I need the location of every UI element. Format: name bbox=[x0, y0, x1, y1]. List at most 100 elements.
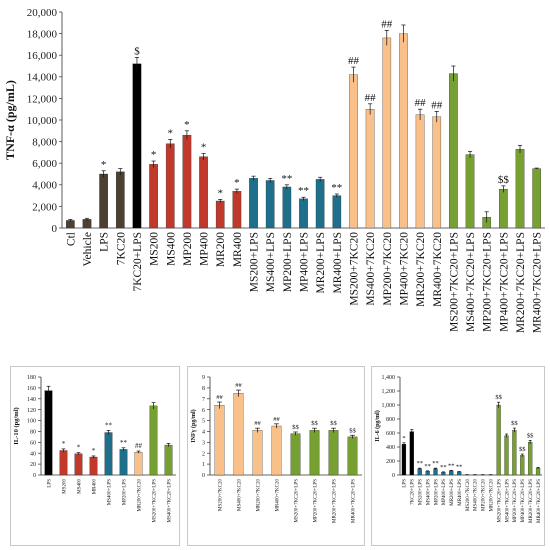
tnf-category-label: MR200+7KC20 bbox=[415, 232, 427, 307]
il6-category-label: MR200+7KC20+LPS bbox=[529, 479, 534, 523]
tnf-bar bbox=[165, 143, 175, 229]
tnf-category-label: MP400+LPS bbox=[299, 232, 311, 292]
tnf-category-label: MR400+7KC20+LPS bbox=[532, 232, 544, 333]
tnf-category-label: Ctl bbox=[65, 232, 77, 246]
ifng-y-axis-label: INFγ (pg/ml) bbox=[190, 409, 197, 442]
tnf-y-tick-label: 2,000 bbox=[32, 201, 57, 213]
il6-y-axis-label: IL-6 (pg/ml) bbox=[374, 410, 381, 442]
ifng-category-label: MR200+7KC20+LPS bbox=[332, 479, 337, 523]
tnf-y-tick-label: 16,000 bbox=[27, 50, 58, 62]
tnf-category-label: MS200 bbox=[149, 232, 161, 266]
il6-significance-label: $$ bbox=[519, 446, 526, 453]
il10-significance-label: ** bbox=[105, 421, 113, 429]
tnf-y-tick-label: 0 bbox=[52, 223, 58, 235]
il10-y-tick-label: 100 bbox=[27, 419, 36, 425]
tnf-significance-label: ## bbox=[348, 55, 360, 67]
il10-y-tick-label: 40 bbox=[30, 451, 36, 457]
il6-significance-label: ** bbox=[424, 463, 431, 470]
il6-bar bbox=[449, 470, 454, 476]
tnf-y-axis-label: TNF-α (pg/mL) bbox=[3, 80, 17, 160]
tnf-bar bbox=[265, 180, 275, 229]
tnf-significance-label: ## bbox=[365, 92, 377, 104]
tnf-category-label: MS400 bbox=[165, 232, 177, 266]
ifng-category-label: MR400+7KC20 bbox=[275, 479, 280, 512]
ifng-y-tick-label: 7 bbox=[202, 397, 205, 403]
il6-significance-label: $$ bbox=[495, 394, 502, 401]
tnf-bar bbox=[249, 178, 258, 229]
il6-category-label: MP200+LPS bbox=[434, 479, 439, 505]
tnf-y-tick-label: 10,000 bbox=[27, 115, 58, 127]
il6-panel: 0 200 400 600 800 1,000 1,200 1,400 IL-6 (pg/ml)… bbox=[371, 366, 545, 546]
tnf-category-label: 7KC20 bbox=[115, 232, 127, 265]
il10-y-tick-label: 80 bbox=[30, 430, 36, 436]
il10-bar bbox=[74, 453, 83, 476]
il6-bar bbox=[425, 471, 430, 476]
il10-category-label: MR200+7KC20 bbox=[137, 479, 142, 512]
tnf-category-label: MP400+7KC20+LPS bbox=[498, 232, 510, 332]
tnf-category-label: MR200+LPS bbox=[315, 232, 327, 293]
il10-y-tick-label: 20 bbox=[30, 462, 36, 468]
tnf-bar bbox=[282, 186, 292, 229]
il6-y-tick-label: 1,400 bbox=[382, 375, 396, 381]
tnf-category-label: MR200+7KC20+LPS bbox=[515, 232, 527, 333]
tnf-significance-label: * bbox=[234, 177, 240, 189]
tnf-significance-label: ** bbox=[281, 173, 292, 185]
il10-category-label: LPS bbox=[47, 479, 52, 488]
il6-category-label: MS200+7KC20+LPS bbox=[497, 479, 502, 523]
il6-significance-label: ** bbox=[440, 464, 447, 471]
il10-category-label: MS400+LPS bbox=[107, 479, 112, 505]
ifng-significance-label: $$ bbox=[292, 424, 299, 431]
tnf-bar bbox=[399, 33, 408, 229]
il6-category-label: MS200+7KC20 bbox=[466, 479, 471, 511]
ifng-bar bbox=[252, 430, 263, 476]
il10-significance-label: * bbox=[92, 447, 96, 455]
il6-category-label: MS400+7KC20 bbox=[474, 479, 479, 511]
tnf-y-tick-label: 14,000 bbox=[27, 72, 58, 84]
il6-y-tick-label: 600 bbox=[386, 431, 395, 437]
il6-category-label: MR400+7KC20+LPS bbox=[537, 479, 542, 523]
ifng-bar bbox=[290, 433, 301, 476]
il6-y-tick-label: 1,200 bbox=[382, 389, 396, 395]
ifng-y-tick-label: 5 bbox=[202, 419, 205, 425]
il6-bar bbox=[433, 468, 438, 476]
il6-category-label: MR200+LPS bbox=[450, 479, 455, 506]
tnf-significance-label: * bbox=[101, 159, 107, 171]
il10-y-tick-label: 140 bbox=[27, 397, 36, 403]
il6-significance-label: $$ bbox=[511, 420, 518, 427]
il10-category-label: MP200+LPS bbox=[122, 479, 127, 505]
tnf-category-label: MP200+7KC20 bbox=[382, 232, 394, 306]
tnf-category-label: MS200+LPS bbox=[249, 232, 261, 292]
il6-bar bbox=[417, 468, 422, 476]
tnf-significance-label: * bbox=[184, 119, 190, 131]
tnf-y-tick-label: 8,000 bbox=[32, 136, 57, 148]
ifng-category-label: MS400+7KC20 bbox=[237, 479, 242, 511]
ifng-significance-label: $$ bbox=[349, 427, 356, 434]
tnf-bar bbox=[199, 156, 208, 229]
il6-bar bbox=[520, 455, 525, 476]
il10-chart: 0 20 40 60 80 100 120 140 160 180 IL-10 (pg/ml) LPS… bbox=[13, 375, 176, 522]
tnf-category-label: MS400+7KC20 bbox=[365, 232, 377, 306]
il6-bar bbox=[504, 435, 509, 476]
il6-category-label: MS400+LPS bbox=[426, 479, 431, 505]
tnf-bar bbox=[149, 164, 158, 229]
tnf-category-label: MS400+7KC20+LPS bbox=[465, 232, 477, 332]
tnf-y-tick-label: 20,000 bbox=[27, 7, 58, 19]
il6-bar bbox=[535, 467, 541, 476]
ifng-y-tick-label: 1 bbox=[202, 462, 205, 468]
tnf-bar bbox=[66, 220, 75, 229]
tnf-significance-label: ## bbox=[415, 97, 427, 109]
il6-category-label: MP400+7KC20+LPS bbox=[521, 479, 526, 523]
ifng-category-label: MS200+7KC20 bbox=[218, 479, 223, 511]
ifng-category-label: MR400+7KC20+LPS bbox=[351, 479, 356, 523]
tnf-bar bbox=[299, 198, 308, 229]
il6-y-tick-label: 400 bbox=[386, 445, 395, 451]
ifn-gamma-panel: 0 1 2 3 4 5 6 7 8 9 INFγ (pg/ml) ## MS200+7KC20 ## MS4… bbox=[187, 366, 365, 546]
il10-bar bbox=[134, 451, 143, 476]
il6-category-label: MP200+7KC20 bbox=[482, 479, 487, 511]
tnf-category-label: MR400 bbox=[232, 232, 244, 267]
ifng-significance-label: $$ bbox=[311, 420, 318, 427]
ifng-y-tick-label: 6 bbox=[202, 408, 205, 414]
tnf-significance-label: $ bbox=[134, 45, 140, 57]
tnf-bar bbox=[182, 134, 192, 229]
tnf-bar bbox=[365, 109, 375, 229]
